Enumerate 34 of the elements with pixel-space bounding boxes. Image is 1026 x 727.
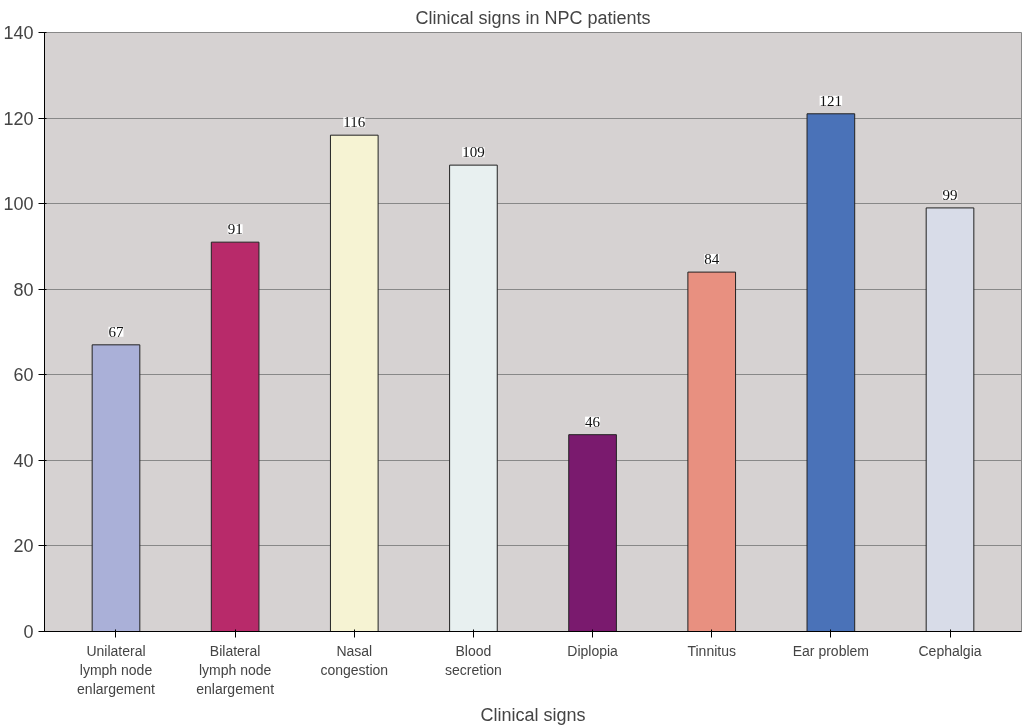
data-label: 91 xyxy=(227,221,243,238)
bar xyxy=(568,434,617,632)
data-label: 109 xyxy=(462,144,485,161)
bar xyxy=(925,207,975,632)
y-tick-label: 20 xyxy=(13,536,34,557)
bar xyxy=(806,113,856,632)
data-label: 84 xyxy=(704,251,720,268)
chart-title: Clinical signs in NPC patients xyxy=(415,7,651,28)
x-tick-label: Cephalgia xyxy=(918,642,982,659)
y-tick-label: 0 xyxy=(23,622,34,642)
y-tick-label: 40 xyxy=(13,450,34,471)
data-label: 46 xyxy=(585,413,601,430)
bar xyxy=(329,134,379,632)
x-axis-title: Clinical signs xyxy=(480,704,586,725)
x-tick-label: Ear problem xyxy=(792,642,869,659)
y-tick-label: 100 xyxy=(3,194,34,215)
data-label: 67 xyxy=(108,323,124,340)
bar xyxy=(91,344,141,632)
bar xyxy=(449,164,498,632)
data-label: 121 xyxy=(819,92,843,109)
bar xyxy=(210,241,260,632)
x-tick-label: Nasal congestion xyxy=(320,642,389,678)
data-label: 99 xyxy=(942,186,958,203)
x-tick-label: Diplopia xyxy=(567,642,619,659)
y-tick-label: 60 xyxy=(13,365,34,386)
data-label: 116 xyxy=(343,114,366,131)
y-tick-label: 140 xyxy=(3,23,34,43)
x-tick-label: Tinnitus xyxy=(687,642,736,659)
y-tick-label: 120 xyxy=(3,108,34,129)
x-tick-label: Bilateral lymph node enlargement xyxy=(196,642,275,697)
x-tick-label: Unilateral lymph node enlargement xyxy=(77,642,156,697)
x-tick-label: Blood secretion xyxy=(445,642,502,678)
bar xyxy=(687,271,737,632)
y-tick-label: 80 xyxy=(13,279,34,300)
